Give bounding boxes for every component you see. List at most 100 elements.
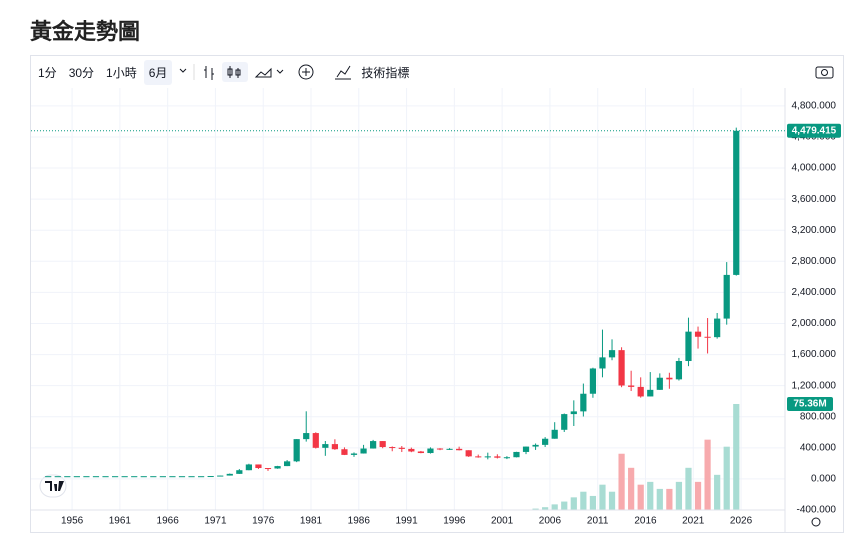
- candle-body: [475, 456, 482, 458]
- indicators-button[interactable]: 技術指標: [361, 65, 410, 80]
- interval-button[interactable]: 1小時: [106, 65, 137, 80]
- candle-body: [714, 318, 721, 338]
- toolbar: 1分 30分 1小時 6月 技術指標: [31, 56, 843, 88]
- candle-body: [628, 385, 635, 387]
- x-tick-label: 1971: [204, 516, 227, 527]
- candle-body: [312, 433, 319, 448]
- volume-bar: [608, 491, 616, 510]
- volume-bar: [637, 484, 644, 510]
- x-tick-label: 1956: [61, 516, 84, 527]
- candle-body: [178, 476, 186, 478]
- candle-body: [589, 368, 597, 394]
- volume-bar: [599, 484, 606, 510]
- candle-body: [350, 453, 358, 455]
- candle-body: [618, 350, 625, 386]
- volume-bar: [656, 488, 663, 510]
- x-tick-label: 1961: [109, 516, 132, 527]
- toolbar-icons[interactable]: [172, 62, 292, 82]
- volume-bar: [647, 481, 654, 510]
- candle-body: [494, 456, 501, 458]
- candle-body: [83, 476, 90, 478]
- add-button[interactable]: [292, 62, 332, 82]
- x-tick-label: 1976: [252, 516, 275, 527]
- settings-button[interactable]: [811, 517, 821, 527]
- interval-button[interactable]: 30分: [68, 65, 95, 80]
- candle-body: [733, 130, 740, 275]
- logo[interactable]: [39, 474, 67, 498]
- candle-body: [54, 476, 61, 478]
- y-tick-label: 0.000: [811, 474, 836, 485]
- candle-body: [580, 393, 587, 412]
- candle-body: [236, 470, 243, 474]
- y-tick-label: 3,200.000: [792, 225, 837, 236]
- candle-body: [656, 377, 663, 390]
- candle-body: [264, 468, 272, 470]
- volume-bar: [628, 467, 635, 510]
- x-tick-label: 2001: [491, 516, 514, 527]
- volume-bar: [704, 439, 711, 510]
- candle-body: [561, 414, 568, 430]
- volume-bar: [685, 467, 692, 510]
- y-tick-label: 400.000: [800, 442, 837, 453]
- last-price-tag: [787, 123, 841, 138]
- candle-body: [140, 476, 147, 478]
- interval-button[interactable]: 6月: [143, 59, 173, 85]
- candle-body: [408, 448, 415, 452]
- candle-body: [666, 377, 673, 380]
- candle-body: [293, 439, 300, 462]
- candle-body: [45, 476, 52, 478]
- candle-body: [217, 475, 224, 477]
- indicators-icon[interactable]: [332, 62, 354, 82]
- volume-bar: [618, 453, 625, 510]
- volume-bar: [561, 501, 568, 510]
- volume-bar: [733, 403, 740, 510]
- candle-body: [274, 466, 281, 469]
- candle-body: [637, 386, 644, 397]
- candle-body: [532, 444, 539, 447]
- volume-bar: [694, 481, 702, 510]
- interval-button[interactable]: 1分: [38, 65, 57, 80]
- volume-tag: [787, 396, 833, 411]
- x-tick-label: 2016: [634, 516, 657, 527]
- volume-bar: [542, 507, 549, 510]
- snapshot-button[interactable]: [813, 62, 837, 82]
- candle-body: [255, 464, 262, 469]
- marks: [45, 127, 740, 478]
- volume-bar: [570, 497, 577, 510]
- candle-body: [102, 476, 109, 478]
- page-title: 黃金走勢圖: [30, 19, 141, 44]
- candle-body: [436, 448, 444, 450]
- y-tick-label: 3,600.000: [792, 194, 837, 205]
- x-tick-label: 1991: [395, 516, 418, 527]
- y-tick-label: -400.000: [797, 505, 837, 516]
- candle-body: [226, 473, 233, 476]
- candle-body: [322, 444, 329, 448]
- y-tick-label: 800.000: [800, 411, 837, 422]
- candle-body: [446, 448, 453, 450]
- y-tick-label: 1,200.000: [792, 380, 837, 391]
- y-tick-label: 2,000.000: [792, 318, 837, 329]
- volume-bar: [666, 488, 673, 510]
- candle-body: [427, 448, 434, 454]
- grid: [31, 88, 785, 511]
- x-tick-label: 1981: [300, 516, 323, 527]
- logo-mark: [45, 481, 64, 491]
- volume-bar: [675, 481, 683, 510]
- candle-body: [150, 476, 157, 478]
- candle-body: [92, 476, 100, 478]
- volume-bar: [551, 504, 558, 510]
- y-tick-label: 4,000.000: [792, 163, 837, 174]
- y-tick-label: 2,400.000: [792, 287, 837, 298]
- candle-body: [647, 389, 654, 397]
- candle-body: [551, 429, 558, 439]
- candle-body: [73, 476, 80, 478]
- candle-body: [513, 451, 520, 458]
- x-tick-label: 1996: [443, 516, 466, 527]
- y-tick-label: 2,800.000: [792, 256, 837, 267]
- candle-body: [331, 444, 338, 450]
- x-tick-label: 2021: [682, 516, 705, 527]
- volume-bar: [589, 495, 597, 510]
- chart-widget: 1分 30分 1小時 6月 技術指標: [30, 55, 844, 533]
